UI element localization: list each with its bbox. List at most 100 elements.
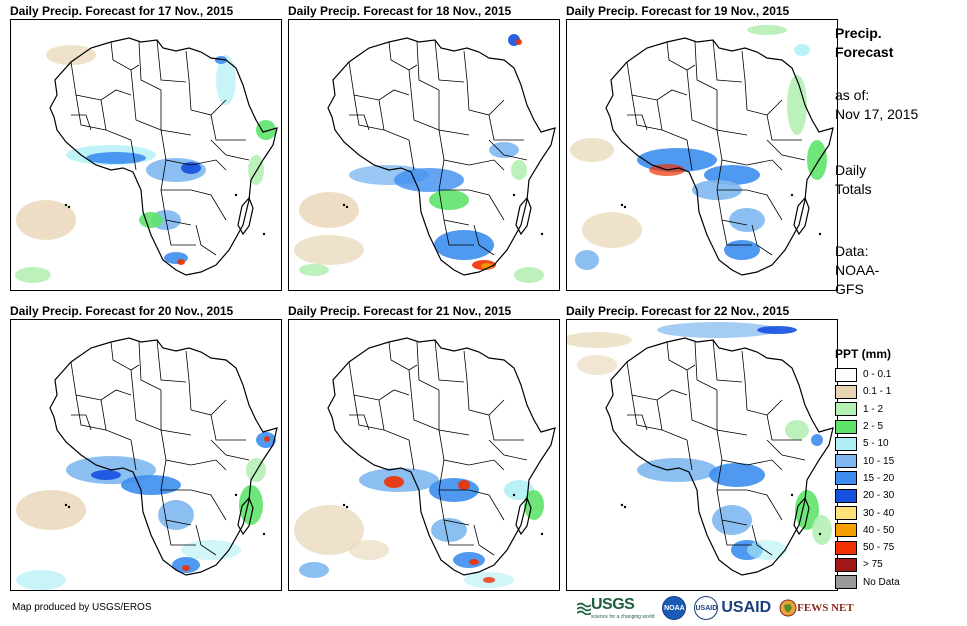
africa-landmass: [606, 338, 833, 575]
legend-item: 1 - 2: [835, 401, 965, 418]
legend-title: PPT (mm): [835, 347, 892, 361]
precip-area: [16, 570, 66, 590]
usaid-wordmark: USAID: [721, 599, 772, 616]
panel-title: Daily Precip. Forecast for 18 Nov., 2015: [288, 4, 512, 18]
panel-title: Daily Precip. Forecast for 22 Nov., 2015: [566, 304, 790, 318]
legend-swatch: [835, 506, 857, 521]
country-borders: [626, 39, 806, 256]
legend-item: No Data: [835, 574, 965, 591]
map-credit: Map produced by USGS/EROS: [12, 602, 152, 613]
africa-landmass: [50, 338, 277, 575]
coastline: [605, 337, 834, 576]
africa-map-svg: [294, 34, 556, 283]
fews-globe-icon: [779, 599, 797, 617]
forecast-panel: Daily Precip. Forecast for 17 Nov., 2015: [10, 4, 282, 292]
panel-title: Daily Precip. Forecast for 20 Nov., 2015: [10, 304, 234, 318]
legend-label: 20 - 30: [863, 490, 895, 502]
data-source-line2: NOAA-: [835, 262, 880, 278]
legend-item: 30 - 40: [835, 504, 965, 521]
legend-item: 50 - 75: [835, 539, 965, 556]
coastline: [605, 37, 834, 276]
usgs-logo: USGS science for a changing world: [577, 596, 654, 620]
info-title-line1: Precip.: [835, 25, 882, 41]
panel-title: Daily Precip. Forecast for 21 Nov., 2015: [288, 304, 512, 318]
legend-swatch: [835, 454, 857, 469]
forecast-panel: Daily Precip. Forecast for 21 Nov., 2015: [288, 304, 560, 592]
africa-map-svg: [567, 322, 834, 576]
legend-label: 0 - 0.1: [863, 369, 892, 381]
coastline: [327, 37, 556, 276]
legend-item: 40 - 50: [835, 522, 965, 539]
totals-line2: Totals: [835, 181, 872, 197]
legend-swatch: [835, 436, 857, 451]
legend-rows: 0 - 0.1 0.1 - 1 1 - 2 2 - 5 5 - 10 10 - 15 15 …: [835, 366, 965, 591]
africa-map-svg: [16, 337, 278, 590]
country-borders: [348, 339, 528, 556]
precip-area: [657, 322, 777, 338]
legend-swatch: [835, 384, 857, 399]
legend-swatch: [835, 367, 857, 382]
legend-swatch: [835, 402, 857, 417]
forecast-panel: Daily Precip. Forecast for 18 Nov., 2015: [288, 4, 560, 292]
legend-item: > 75: [835, 556, 965, 573]
partner-logos: USGS science for a changing world NOAA U…: [577, 595, 862, 621]
legend-label: > 75: [863, 559, 883, 571]
usaid-logo: USAID USAID: [694, 596, 771, 620]
legend-item: 0 - 0.1: [835, 366, 965, 383]
africa-landmass: [606, 38, 833, 275]
precip-area: [91, 470, 121, 480]
precip-area: [514, 267, 544, 283]
legend-item: 5 - 10: [835, 435, 965, 452]
legend-label: 0.1 - 1: [863, 386, 892, 398]
legend-swatch: [835, 419, 857, 434]
precip-area: [516, 39, 522, 45]
legend-swatch: [835, 523, 857, 538]
legend-swatch: [835, 471, 857, 486]
precip-map: [566, 319, 838, 591]
precip-area: [294, 505, 364, 555]
usaid-seal-icon: USAID: [694, 596, 719, 620]
fews-net-logo: FEWS NET: [779, 599, 854, 617]
coastline: [49, 37, 278, 276]
legend-label: 1 - 2: [863, 403, 884, 415]
precip-area: [567, 332, 632, 348]
legend-swatch: [835, 557, 857, 572]
legend-label: 40 - 50: [863, 524, 895, 536]
africa-landmass: [328, 38, 555, 275]
precip-map: [10, 319, 282, 591]
legend-label: No Data: [863, 576, 900, 588]
legend-swatch: [835, 575, 857, 590]
legend-item: 15 - 20: [835, 470, 965, 487]
legend-label: 30 - 40: [863, 507, 895, 519]
info-title-line2: Forecast: [835, 44, 894, 60]
precip-map: [566, 19, 838, 291]
precip-map: [288, 19, 560, 291]
legend-item: 0.1 - 1: [835, 383, 965, 400]
precip-area: [299, 192, 359, 228]
legend-item: 2 - 5: [835, 418, 965, 435]
precip-map: [10, 19, 282, 291]
panel-title: Daily Precip. Forecast for 19 Nov., 2015: [566, 4, 790, 18]
usgs-wave-icon: [577, 602, 591, 615]
panel-title: Daily Precip. Forecast for 17 Nov., 2015: [10, 4, 234, 18]
africa-map-svg: [570, 25, 834, 276]
legend-item: 10 - 15: [835, 452, 965, 469]
country-borders: [626, 339, 806, 556]
totals-line1: Daily: [835, 162, 867, 178]
precip-area: [16, 200, 76, 240]
precip-area: [812, 515, 832, 545]
precip-area: [570, 138, 614, 162]
precip-area: [794, 44, 810, 56]
forecast-panel: Daily Precip. Forecast for 19 Nov., 2015: [566, 4, 838, 292]
asof-label: as of:: [835, 87, 870, 103]
noaa-logo: NOAA: [662, 596, 687, 620]
coastline: [49, 337, 278, 576]
country-borders: [70, 339, 250, 556]
precip-area: [15, 267, 51, 283]
africa-landmass: [328, 338, 555, 575]
precip-area: [747, 25, 787, 35]
precip-area: [757, 326, 797, 334]
forecast-panel: Daily Precip. Forecast for 22 Nov., 2015: [566, 304, 838, 592]
legend-item: 20 - 30: [835, 487, 965, 504]
precip-area: [349, 540, 389, 560]
